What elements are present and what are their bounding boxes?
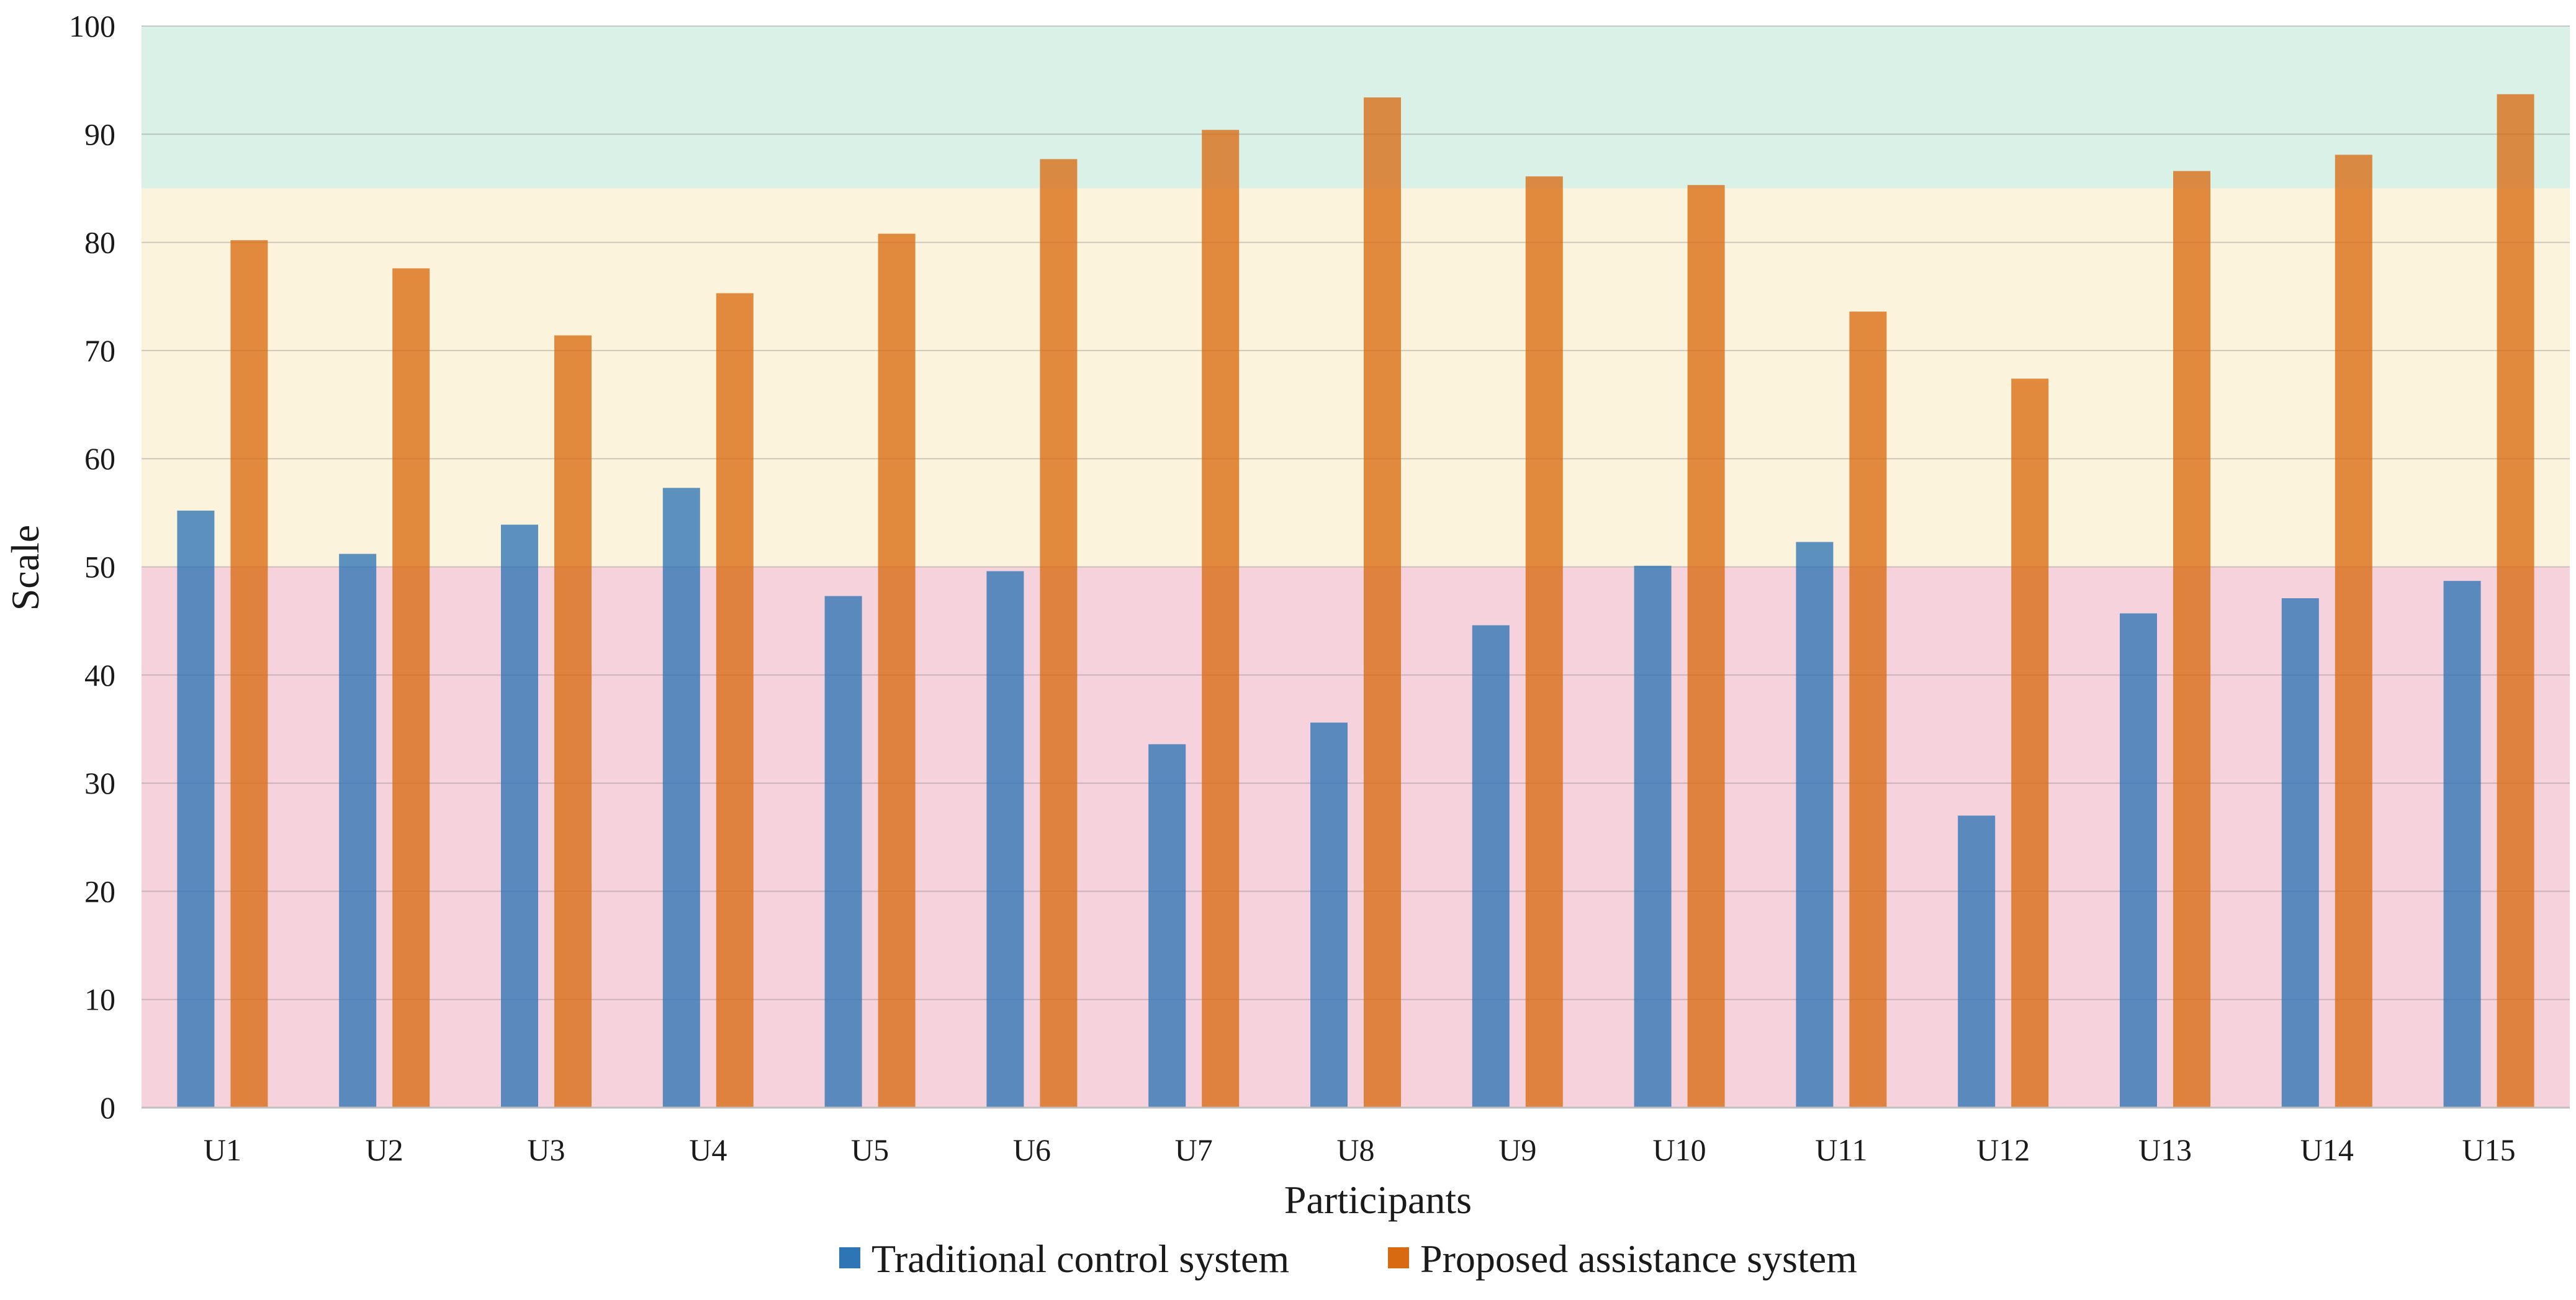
band-0 xyxy=(142,567,2570,1108)
y-tick-label: 100 xyxy=(69,9,115,43)
y-tick-labels: 0 10 20 30 40 50 60 70 80 90 100 xyxy=(69,9,115,1125)
bar-U9-proposed xyxy=(1525,176,1563,1108)
band-1 xyxy=(142,188,2570,567)
bar-U5-traditional xyxy=(824,596,862,1108)
bar-U7-traditional xyxy=(1148,744,1186,1108)
bar-U2-proposed xyxy=(392,268,430,1108)
bar-U12-proposed xyxy=(2011,379,2049,1108)
bar-U5-proposed xyxy=(878,233,916,1108)
bar-U3-proposed xyxy=(554,335,592,1108)
x-tick-label: U3 xyxy=(527,1132,565,1167)
bars xyxy=(177,94,2534,1108)
legend: Traditional control system Proposed assis… xyxy=(839,1237,1857,1281)
bar-U1-proposed xyxy=(230,240,268,1108)
bar-U9-traditional xyxy=(1472,625,1510,1108)
bar-U2-traditional xyxy=(339,554,377,1108)
y-tick-label: 90 xyxy=(84,117,115,151)
bar-U10-traditional xyxy=(1634,565,1672,1108)
x-tick-label: U12 xyxy=(1976,1132,2030,1167)
legend-swatch-proposed xyxy=(1388,1247,1409,1268)
y-tick-label: 40 xyxy=(84,658,115,693)
legend-label-traditional: Traditional control system xyxy=(871,1237,1289,1281)
x-tick-label: U9 xyxy=(1498,1132,1536,1167)
x-tick-label: U1 xyxy=(204,1132,241,1167)
y-tick-label: 10 xyxy=(84,982,115,1017)
y-axis-title: Scale xyxy=(3,525,47,611)
bar-U11-traditional xyxy=(1796,542,1834,1108)
x-tick-label: U13 xyxy=(2138,1132,2192,1167)
y-tick-label: 60 xyxy=(84,441,115,476)
bar-U13-proposed xyxy=(2173,171,2210,1108)
bar-U10-proposed xyxy=(1687,185,1725,1108)
bar-U11-proposed xyxy=(1849,312,1887,1108)
bar-U6-proposed xyxy=(1040,159,1078,1108)
x-tick-label: U7 xyxy=(1175,1132,1213,1167)
bar-U14-proposed xyxy=(2335,155,2372,1108)
bar-U4-proposed xyxy=(716,293,754,1108)
bar-U14-traditional xyxy=(2281,598,2319,1108)
bar-U15-traditional xyxy=(2443,581,2481,1108)
x-tick-label: U11 xyxy=(1815,1132,1867,1167)
bar-U15-proposed xyxy=(2497,94,2534,1108)
bar-U6-traditional xyxy=(986,571,1024,1108)
x-tick-labels: U1 U2 U3 U4 U5 U6 U7 U8 U9 U10 U11 U12 U13 U14 U15 xyxy=(204,1132,2516,1167)
x-tick-label: U15 xyxy=(2462,1132,2516,1167)
bar-U7-proposed xyxy=(1202,130,1240,1108)
legend-swatch-traditional xyxy=(839,1247,860,1268)
gridlines xyxy=(142,25,2570,1000)
x-tick-label: U10 xyxy=(1653,1132,1706,1167)
y-tick-label: 70 xyxy=(84,333,115,368)
x-tick-label: U8 xyxy=(1336,1132,1374,1167)
x-tick-label: U4 xyxy=(689,1132,727,1167)
bar-U4-traditional xyxy=(662,488,700,1108)
y-tick-label: 80 xyxy=(84,225,115,260)
y-tick-label: 50 xyxy=(84,550,115,585)
x-tick-label: U14 xyxy=(2300,1132,2354,1167)
bar-U8-traditional xyxy=(1310,722,1348,1108)
bar-U12-traditional xyxy=(1958,815,1996,1108)
y-tick-label: 30 xyxy=(84,766,115,800)
bar-U8-proposed xyxy=(1364,97,1401,1108)
x-tick-label: U6 xyxy=(1013,1132,1051,1167)
bar-U3-traditional xyxy=(501,524,538,1108)
x-tick-label: U2 xyxy=(366,1132,403,1167)
background-bands xyxy=(142,26,2570,1108)
y-tick-label: 20 xyxy=(84,874,115,908)
band-2 xyxy=(142,26,2570,189)
x-tick-label: U5 xyxy=(851,1132,889,1167)
y-tick-label: 0 xyxy=(100,1090,115,1125)
x-axis-title: Participants xyxy=(1284,1178,1472,1222)
legend-label-proposed: Proposed assistance system xyxy=(1420,1237,1857,1281)
bar-U1-traditional xyxy=(177,510,215,1108)
bar-U13-traditional xyxy=(2120,613,2157,1108)
